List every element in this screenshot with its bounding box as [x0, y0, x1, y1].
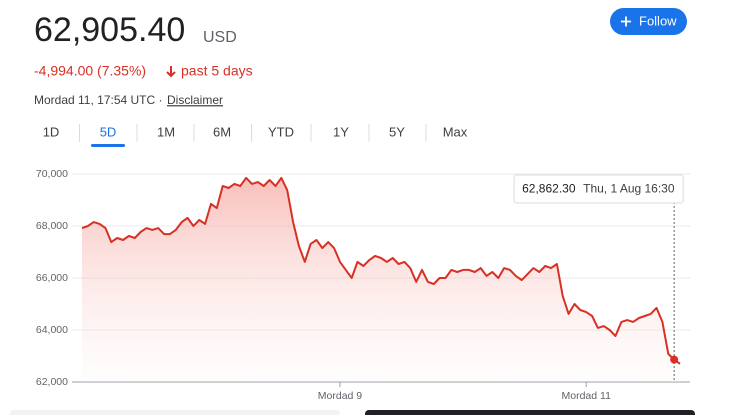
tab[interactable]: 6M	[213, 124, 231, 139]
down-arrow	[166, 66, 176, 78]
tab[interactable]: 1Y	[333, 124, 349, 139]
hover-dot	[670, 355, 679, 364]
tab[interactable]: Max	[443, 124, 468, 139]
y-tick-label: 70,000	[36, 168, 68, 180]
follow-label[interactable]: Follow	[639, 13, 677, 28]
y-tick-label: 66,000	[36, 272, 68, 284]
tab[interactable]: YTD	[268, 124, 294, 139]
tooltip-date: Thu, 1 Aug 16:30	[583, 182, 675, 196]
x-tick-label: Mordad 9	[318, 390, 363, 402]
tab[interactable]: 1M	[157, 124, 175, 139]
tooltip-value: 62,862.30	[522, 182, 576, 196]
x-tick-label: Mordad 11	[561, 390, 611, 402]
y-tick-label: 62,000	[36, 376, 68, 388]
currency: USD	[203, 29, 237, 46]
y-tick-label: 68,000	[36, 220, 68, 232]
card	[365, 410, 695, 415]
tooltip-box	[513, 174, 684, 204]
area	[82, 177, 680, 382]
disclaimer[interactable]: Disclaimer	[167, 93, 223, 107]
change: -4,994.00 (7.35%)	[34, 63, 146, 79]
tab[interactable]: 5Y	[389, 124, 405, 139]
price-line	[81, 176, 681, 365]
y-tick-label: 64,000	[36, 324, 68, 336]
follow-button[interactable]	[610, 8, 687, 35]
tab-underline	[91, 144, 125, 147]
timestamp: Mordad 11, 17:54 UTC ·	[34, 93, 163, 107]
tab[interactable]: 5D	[100, 124, 117, 139]
card	[10, 410, 340, 415]
plus-icon	[621, 16, 631, 27]
tab[interactable]: 1D	[43, 124, 60, 139]
period: past 5 days	[181, 63, 253, 79]
price: 62,905.40	[34, 11, 185, 49]
